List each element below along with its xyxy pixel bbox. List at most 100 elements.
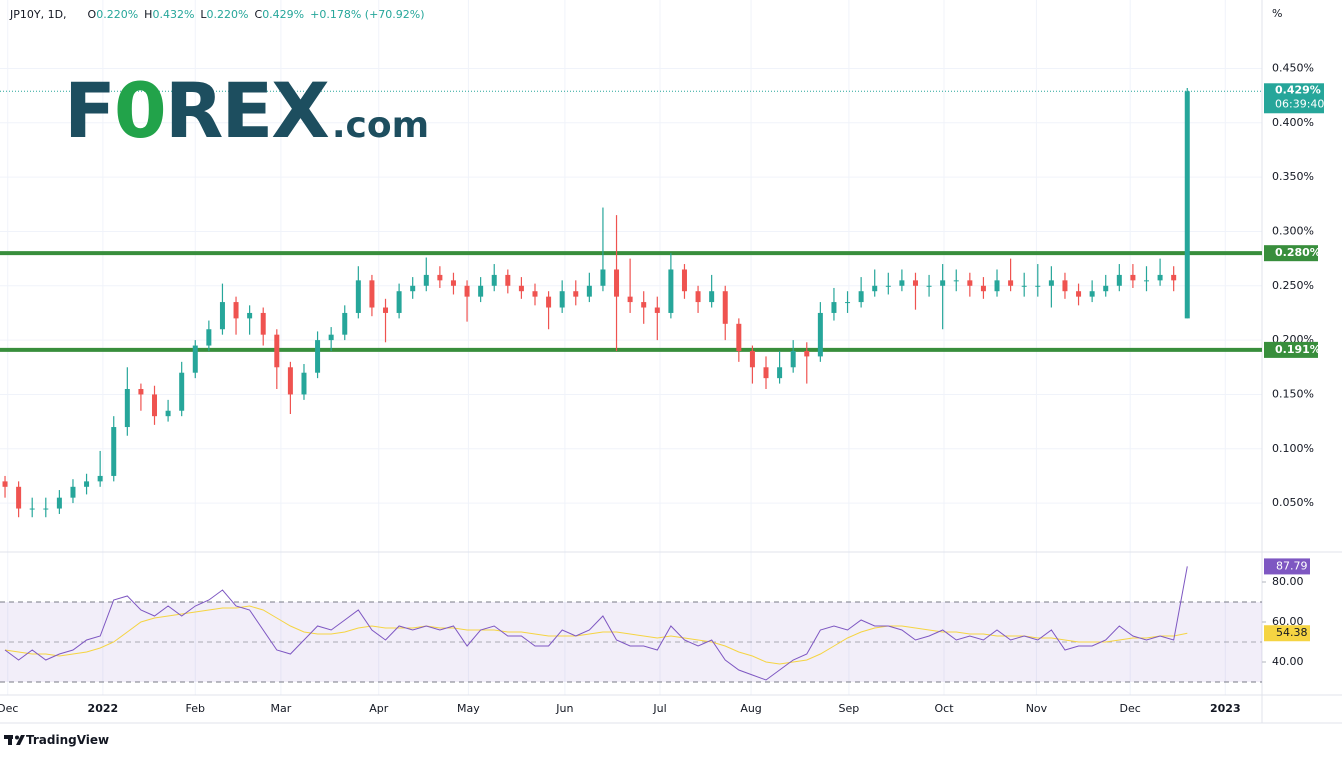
x-tick-label: Oct	[935, 702, 955, 715]
candle-body	[437, 274, 443, 281]
rsi-value-label: 87.79	[1276, 559, 1308, 572]
candle-body	[953, 280, 959, 282]
logo-part: F	[64, 66, 116, 155]
y-tick-label: 0.400%	[1272, 116, 1314, 129]
candle-body	[994, 280, 1000, 292]
candle-body	[926, 285, 932, 287]
candle-body	[124, 389, 130, 428]
candle-body	[260, 312, 266, 335]
ohlc-key: O	[87, 8, 97, 21]
candle-body	[165, 410, 171, 417]
y-tick-label: 0.450%	[1272, 61, 1314, 74]
candle-body	[138, 389, 144, 395]
candle-body	[695, 291, 701, 303]
candle-body	[1116, 274, 1122, 286]
candle-body	[1157, 274, 1163, 281]
candle-body	[681, 269, 687, 292]
candle-body	[315, 340, 321, 373]
x-tick-label: Aug	[740, 702, 761, 715]
candle-body	[1076, 291, 1082, 297]
symbol: JP10Y, 1D,	[10, 8, 67, 21]
rsi-tick-label: 60.00	[1272, 615, 1304, 628]
ohlc-key: L	[200, 8, 207, 21]
last-price-label: 0.429%	[1275, 83, 1321, 96]
candle-body	[668, 269, 674, 313]
logo-part: .com	[331, 105, 430, 146]
rsi-tick-label: 40.00	[1272, 655, 1304, 668]
candle-body	[111, 427, 117, 476]
candle-body	[1171, 274, 1177, 281]
candle-body	[1130, 274, 1136, 281]
rsi-line	[4, 566, 1188, 681]
candle-body	[1103, 285, 1109, 292]
candle-body	[763, 367, 769, 379]
candle-body	[831, 302, 837, 313]
candle-body	[192, 345, 198, 373]
ohlc-key: H	[144, 8, 153, 21]
y-tick-label: 0.250%	[1272, 279, 1314, 292]
candle-body	[980, 285, 986, 292]
x-tick-label: Sep	[839, 702, 860, 715]
x-tick-label: Mar	[270, 702, 291, 715]
candle-body	[749, 350, 755, 368]
x-tick-label: Jun	[555, 702, 573, 715]
candle-body	[845, 302, 851, 304]
candle-body	[1089, 291, 1095, 297]
candle-body	[777, 367, 783, 379]
candle-body	[219, 302, 225, 330]
level-label: 0.280%	[1275, 246, 1321, 259]
level-label-box	[1264, 341, 1318, 358]
candle-body	[1008, 280, 1014, 286]
candle-body	[478, 285, 484, 297]
candle-body	[1062, 280, 1068, 292]
candle-body	[790, 350, 796, 368]
candle-body	[29, 508, 35, 510]
candle-body	[383, 307, 389, 313]
candle-body	[206, 329, 212, 346]
candle-body	[559, 291, 565, 308]
x-tick-label: Dec	[1120, 702, 1141, 715]
candle-body	[872, 285, 878, 292]
candle-body	[396, 291, 402, 313]
candle-body	[600, 269, 606, 286]
candle-body	[179, 372, 185, 411]
logo: F0REX .com	[64, 66, 429, 155]
ohlc-key: C	[254, 8, 263, 21]
candle-body	[940, 280, 946, 286]
y-tick-label: 0.050%	[1272, 496, 1314, 509]
y-tick-label: 0.350%	[1272, 170, 1314, 183]
candle-body	[369, 280, 375, 308]
candle-body	[1035, 285, 1041, 287]
candle-body	[410, 285, 416, 292]
candle-body	[328, 334, 334, 341]
candle-body	[84, 481, 90, 487]
footer: TradingView	[26, 733, 110, 747]
candle-body	[804, 350, 810, 357]
candle-body	[546, 296, 552, 308]
x-tick-label: Apr	[369, 702, 389, 715]
candle-body	[233, 302, 239, 319]
candle-body	[586, 285, 592, 297]
level-label-box	[1264, 245, 1318, 262]
candle-body	[858, 291, 864, 303]
last-price-box	[1264, 83, 1324, 114]
candle-body	[287, 367, 293, 395]
x-tick-label: Feb	[186, 702, 205, 715]
candle-body	[817, 312, 823, 357]
candle-body	[736, 323, 742, 351]
candle-body	[274, 334, 280, 368]
candle-body	[1021, 285, 1027, 287]
ohlc-value: 0.429%	[262, 8, 305, 21]
candle-body	[1048, 280, 1054, 286]
x-tick-label: 2023	[1210, 702, 1241, 715]
level-label: 0.191%	[1275, 343, 1321, 356]
candle-body	[70, 486, 76, 498]
candle-body	[423, 274, 429, 286]
rsi-value-box	[1264, 558, 1310, 575]
candle-body	[2, 481, 8, 487]
candle-body	[247, 312, 253, 319]
